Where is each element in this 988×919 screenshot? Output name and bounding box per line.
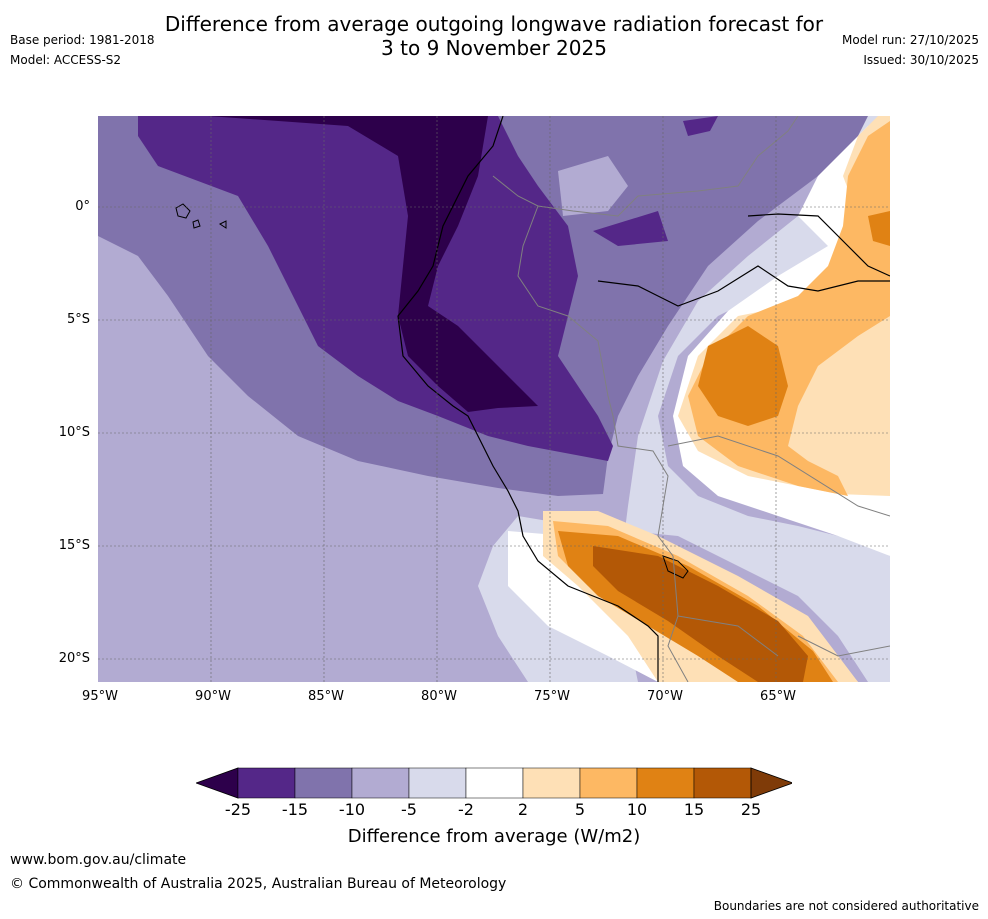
colorbar-segment	[522, 767, 581, 799]
meta-left: Base period: 1981-2018 Model: ACCESS-S2	[10, 30, 155, 70]
colorbar-tick-label: 15	[683, 800, 705, 819]
colorbar-tick-label: -15	[281, 800, 309, 819]
country-borders	[492, 116, 890, 682]
lon-label-80w: 80°W	[421, 689, 457, 704]
colorbar-segment	[636, 767, 695, 799]
colorbar-tick-label: 10	[626, 800, 648, 819]
colorbar-title: Difference from average (W/m2)	[347, 826, 641, 847]
colorbar-tick-label: -2	[458, 800, 474, 819]
lat-label-5s: 5°S	[66, 312, 90, 327]
lake-titicaca	[662, 555, 689, 579]
colorbar-arrow-low	[196, 767, 239, 799]
colorbar-segment	[408, 767, 467, 799]
colorbar-segment	[693, 767, 752, 799]
model-run: Model run: 27/10/2025	[841, 33, 979, 47]
region-minus15-blob	[593, 211, 668, 246]
footer-url[interactable]: www.bom.gov.au/climate	[10, 852, 187, 868]
model-name: Model: ACCESS-S2	[10, 53, 122, 67]
colorbar	[196, 767, 792, 799]
footer-disclaimer: Boundaries are not considered authoritat…	[713, 899, 979, 913]
base-period: Base period: 1981-2018	[10, 33, 155, 47]
coastline-north	[597, 265, 890, 307]
colorbar-segment	[579, 767, 638, 799]
lon-label-85w: 85°W	[308, 689, 344, 704]
colorbar-segments	[196, 767, 792, 799]
region-minus15-blob2	[683, 116, 718, 136]
colorbar-tick-label: -25	[224, 800, 252, 819]
lat-label-10s: 10°S	[58, 425, 90, 440]
gridlines	[98, 116, 890, 682]
lon-label-75w: 75°W	[534, 689, 570, 704]
colorbar-tick-label: 5	[574, 800, 586, 819]
colorbar-segment	[237, 767, 296, 799]
lat-label-20s: 20°S	[58, 651, 90, 666]
colorbar-tick-label: -5	[401, 800, 417, 819]
galapagos-islands	[175, 203, 227, 229]
lon-label-95w: 95°W	[82, 689, 118, 704]
colorbar-tick-label: -10	[338, 800, 366, 819]
colorbar-tick-label: 2	[517, 800, 529, 819]
region-minus25	[208, 116, 538, 412]
lon-label-65w: 65°W	[760, 689, 796, 704]
lon-label-90w: 90°W	[195, 689, 231, 704]
colorbar-tick-label: 25	[740, 800, 762, 819]
region-plus10-ne2	[868, 211, 890, 246]
issued-date: Issued: 30/10/2025	[863, 53, 979, 67]
footer-copyright: © Commonwealth of Australia 2025, Austra…	[10, 876, 507, 892]
coastline	[397, 116, 659, 682]
lat-label-15s: 15°S	[58, 538, 90, 553]
region-plus10-ne	[698, 326, 788, 426]
colorbar-arrow-high	[750, 767, 792, 799]
meta-right: Model run: 27/10/2025 Issued: 30/10/2025	[842, 30, 979, 70]
colorbar-segment	[465, 767, 524, 799]
lon-label-70w: 70°W	[647, 689, 683, 704]
region-plus15-s	[593, 546, 808, 682]
chart-title: Difference from average outgoing longwav…	[0, 12, 988, 60]
region-minus5-blob	[558, 156, 628, 216]
title-line-2: 3 to 9 November 2025	[381, 36, 607, 60]
lat-label-0: 0°	[75, 199, 90, 214]
title-line-1: Difference from average outgoing longwav…	[164, 12, 824, 36]
anomaly-map	[98, 116, 890, 682]
colorbar-segment	[351, 767, 410, 799]
colorbar-segment	[294, 767, 353, 799]
river-amazon	[747, 213, 890, 277]
